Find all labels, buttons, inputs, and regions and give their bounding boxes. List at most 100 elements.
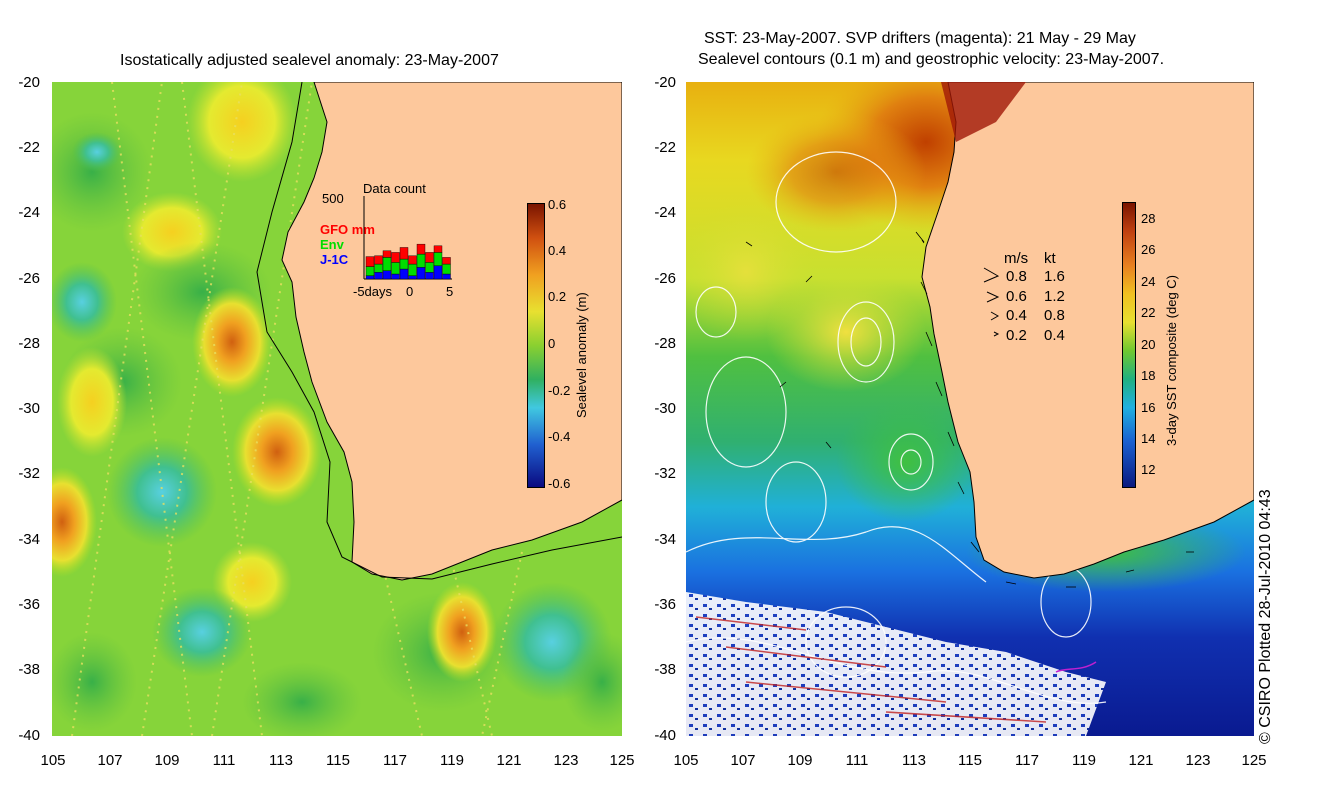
colorbar-tick: 0 — [548, 336, 556, 351]
y-tick: -26 — [18, 270, 40, 287]
x-tick: 119 — [440, 752, 464, 769]
inset-bar-env — [408, 263, 417, 276]
y-tick: -22 — [18, 139, 40, 156]
x-tick: 105 — [673, 752, 699, 769]
inset-bar-gfo — [425, 252, 434, 263]
x-tick: 111 — [212, 752, 236, 769]
x-tick: 115 — [326, 752, 350, 769]
colorbar-tick: 24 — [1141, 274, 1156, 289]
colorbar-gradient — [527, 203, 545, 488]
legend-kt: 1.2 — [1044, 288, 1065, 305]
inset-bar-j1c — [374, 272, 383, 280]
legend-ms: 0.2 — [1006, 327, 1027, 344]
legend-kt: 1.6 — [1044, 268, 1065, 285]
inset-bar-j1c — [416, 267, 426, 280]
x-tick: 117 — [1015, 752, 1039, 769]
inset-bar-gfo — [416, 243, 426, 255]
x-tick: 121 — [496, 752, 522, 769]
y-tick: -26 — [654, 270, 676, 287]
colorbar-tick: 18 — [1141, 368, 1156, 383]
colorbar-tick: 0.4 — [548, 243, 567, 258]
x-tick: 123 — [553, 752, 579, 769]
legend-ms: 0.8 — [1006, 268, 1027, 285]
inset-bar-gfo — [442, 257, 451, 265]
credit-text: © CSIRO Plotted 28-Jul-2010 04:43 — [1257, 489, 1274, 744]
x-tick: 113 — [902, 752, 926, 769]
inset-x-right: 5 — [446, 284, 454, 299]
inset-bar-gfo — [365, 256, 375, 267]
drifter-tracks — [1055, 661, 1097, 673]
inset-bar-env — [365, 266, 375, 276]
sst-map — [686, 82, 1254, 736]
inset-bar-gfo — [433, 245, 443, 253]
colorbar-tick: 20 — [1141, 337, 1156, 352]
colorbar-tick: -0.2 — [548, 383, 571, 398]
legend-arrow-icons — [983, 267, 1000, 337]
y-tick: -40 — [654, 727, 676, 744]
inset-bar-env — [433, 252, 443, 266]
y-tick: -22 — [654, 139, 676, 156]
x-tick: 107 — [97, 752, 123, 769]
colorbar-gradient — [1122, 202, 1136, 488]
x-tick: 107 — [730, 752, 756, 769]
inset-bar-j1c — [382, 270, 392, 280]
x-tick: 105 — [40, 752, 66, 769]
inset-bar-j1c — [433, 265, 443, 280]
inset-bar-env — [391, 262, 400, 275]
y-tick: -20 — [18, 74, 40, 91]
sealevel-contours — [686, 151, 1107, 704]
y-tick: -28 — [654, 335, 676, 352]
inset-bar-j1c — [399, 268, 409, 280]
colorbar-tick: 14 — [1141, 431, 1156, 446]
colorbar-tick: 0.2 — [548, 289, 567, 304]
legend-ms: 0.4 — [1006, 307, 1027, 324]
colorbar-tick: 0.6 — [548, 197, 567, 212]
legend-gfo: GFO mm — [320, 222, 375, 237]
inset-bar-j1c — [408, 275, 417, 280]
inset-bar-gfo — [408, 255, 417, 265]
x-tick: 117 — [383, 752, 407, 769]
y-tick: -30 — [654, 400, 676, 417]
y-tick: -36 — [654, 596, 676, 613]
y-tick: -30 — [18, 400, 40, 417]
colorbar-tick: -0.4 — [548, 429, 571, 444]
colorbar-tick: 28 — [1141, 211, 1156, 226]
y-tick: -38 — [654, 661, 676, 678]
inset-bar-env — [425, 262, 434, 273]
inset-bar-gfo — [391, 252, 400, 263]
y-tick: -32 — [654, 465, 676, 482]
inset-bar-env — [416, 253, 426, 268]
inset-bar-j1c — [391, 273, 400, 280]
inset-bar-env — [399, 258, 409, 270]
y-tick: -36 — [18, 596, 40, 613]
legend-kt: 0.8 — [1044, 307, 1065, 324]
inset-title: Data count — [363, 181, 426, 196]
x-tick: 125 — [1241, 752, 1267, 769]
colorbar-tick: 12 — [1141, 462, 1156, 477]
inset-bar-chart — [363, 196, 452, 280]
x-tick: 121 — [1128, 752, 1154, 769]
colorbar-label: 3-day SST composite (deg C) — [1164, 275, 1179, 446]
x-tick: 115 — [958, 752, 982, 769]
x-tick: 123 — [1185, 752, 1211, 769]
x-tick: 125 — [609, 752, 635, 769]
inset-y-max-label: 500 — [322, 191, 344, 206]
y-tick: -28 — [18, 335, 40, 352]
y-tick: -38 — [18, 661, 40, 678]
y-tick: -34 — [654, 531, 676, 548]
x-tick: 113 — [269, 752, 293, 769]
right-panel-title-line1: SST: 23-May-2007. SVP drifters (magenta)… — [704, 30, 1136, 47]
x-tick: 109 — [787, 752, 813, 769]
x-tick: 111 — [845, 752, 869, 769]
inset-bar-gfo — [374, 255, 383, 265]
inset-bar-env — [442, 263, 451, 275]
x-tick: 109 — [154, 752, 180, 769]
legend-header-ms: m/s — [1004, 250, 1029, 267]
legend-header-kt: kt — [1044, 250, 1056, 267]
y-tick: -24 — [18, 204, 40, 221]
inset-bar-env — [374, 263, 383, 273]
left-panel-title: Isostatically adjusted sealevel anomaly:… — [120, 52, 499, 69]
y-tick: -34 — [18, 531, 40, 548]
velocity-arrows — [745, 231, 1194, 588]
inset-bar-gfo — [382, 250, 392, 258]
